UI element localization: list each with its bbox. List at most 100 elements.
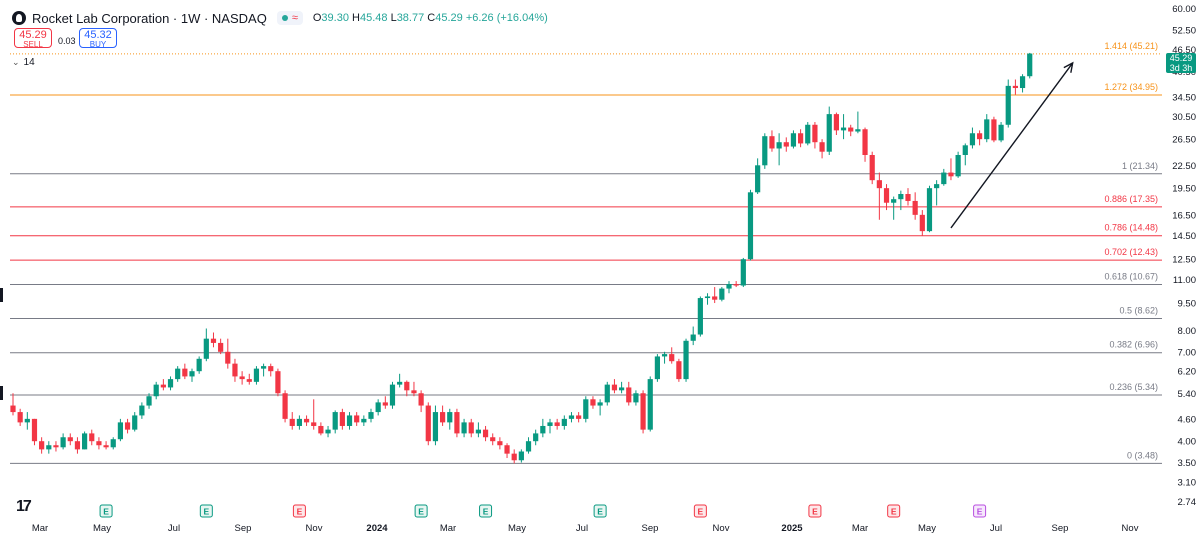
fib-level-label: 1.272 (34.95) [1104,82,1158,92]
market-status[interactable]: ≈ [276,11,303,25]
candle-body [912,200,918,215]
fib-level-label: 1 (21.34) [1122,161,1158,171]
candle-body [790,133,797,147]
candle-body [669,354,675,362]
price-tick-label: 34.50 [1172,93,1196,104]
price-axis[interactable]: 60.0052.5046.5040.5034.5030.5026.5022.50… [1162,0,1200,533]
earnings-badge-icon [973,504,987,518]
candle-body [397,381,403,385]
earnings-badge-label: E [103,507,109,517]
candle-body [232,363,238,377]
left-edge-marker [0,386,3,400]
candle-body [175,368,181,380]
candle-body [490,437,496,442]
buy-button[interactable]: 45.32 BUY [79,28,117,49]
candle-body [447,412,453,423]
candle-body [96,441,102,446]
time-tick-label: Mar [440,523,456,533]
symbol-title[interactable]: Rocket Lab Corporation · 1W · NASDAQ [32,10,267,26]
candle-body [783,142,789,147]
candle-body [590,399,596,406]
candle-body [504,445,510,454]
candle-body [196,358,202,372]
spread-value: 0.03 [58,36,76,46]
candle-body [654,356,660,380]
candle-body [361,418,367,423]
candle-body [977,133,983,140]
candle-body [991,119,997,141]
candle-body [275,371,281,394]
candle-body [282,393,288,419]
candle-body [712,296,718,300]
price-tick-label: 30.50 [1172,112,1196,123]
candle-body [719,288,725,300]
candle-body [876,180,882,189]
candle-body [848,127,854,132]
candle-body [661,354,668,357]
candle-body [253,368,260,382]
price-tick-label: 4.00 [1178,437,1197,448]
price-tick-label: 12.50 [1172,255,1196,266]
candle-body [203,338,209,359]
candle-body [153,384,159,397]
candle-body [547,422,553,426]
time-tick-label: Mar [32,523,48,533]
time-tick-label: May [918,523,936,533]
candle-body [67,437,73,442]
time-axis[interactable]: Mar May Jul Sep Nov 2024 Mar May Jul Sep Nov 2025 Ma… [0,519,1162,533]
price-tick-label: 8.00 [1178,326,1197,337]
candle-body [218,342,224,352]
last-price-tag: 45.29 3d 3h [1166,53,1196,73]
candle-body [160,384,166,388]
earnings-badge-icon [808,504,822,518]
fib-level-label: 0.5 (8.62) [1119,306,1158,316]
time-tick-label: May [93,523,111,533]
candle-body [733,284,739,286]
candle-body [10,405,16,413]
indicator-toggle[interactable]: ⌄ 14 [12,57,35,68]
time-axis-bg [0,519,1162,533]
candle-body [583,399,589,419]
time-tick-label: Jul [168,523,180,533]
candle-body [833,114,839,131]
price-tick-label: 3.50 [1178,458,1197,469]
earnings-badge-label: E [418,507,424,517]
candle-body [103,445,109,448]
candle-body [948,172,954,177]
earnings-badge-icon [479,504,493,518]
candle-body [132,415,138,430]
candle-body [368,412,374,419]
candle-body [440,412,446,423]
candle-body [210,338,217,343]
candle-body [497,441,503,446]
earnings-badge-icon [199,504,213,518]
candle-body [883,188,890,203]
candle-body [633,393,639,403]
candle-body [962,145,968,155]
candle-body [261,366,267,369]
candle-body [382,402,388,406]
candle-body [862,129,868,155]
candle-body [525,441,532,452]
earnings-badge-label: E [297,507,303,517]
candle-body [225,351,231,364]
candle-body [1027,53,1033,77]
candle-body [840,127,847,131]
earnings-badge-label: E [977,507,983,517]
candle-body [926,188,933,232]
candle-body [941,172,947,185]
earnings-badge-label: E [597,507,603,517]
tradingview-logo-icon[interactable]: 17 [16,498,32,515]
arrow-head [1063,61,1074,73]
candle-body [855,129,861,132]
candle-body [375,402,381,413]
candle-body [640,393,646,430]
candle-body [676,361,682,380]
candle-body [89,433,95,442]
time-tick-label: Sep [235,523,252,533]
sell-button[interactable]: 45.29 SELL [14,28,52,49]
candle-body [325,429,331,434]
candle-body [533,433,539,442]
candle-body [475,429,481,434]
